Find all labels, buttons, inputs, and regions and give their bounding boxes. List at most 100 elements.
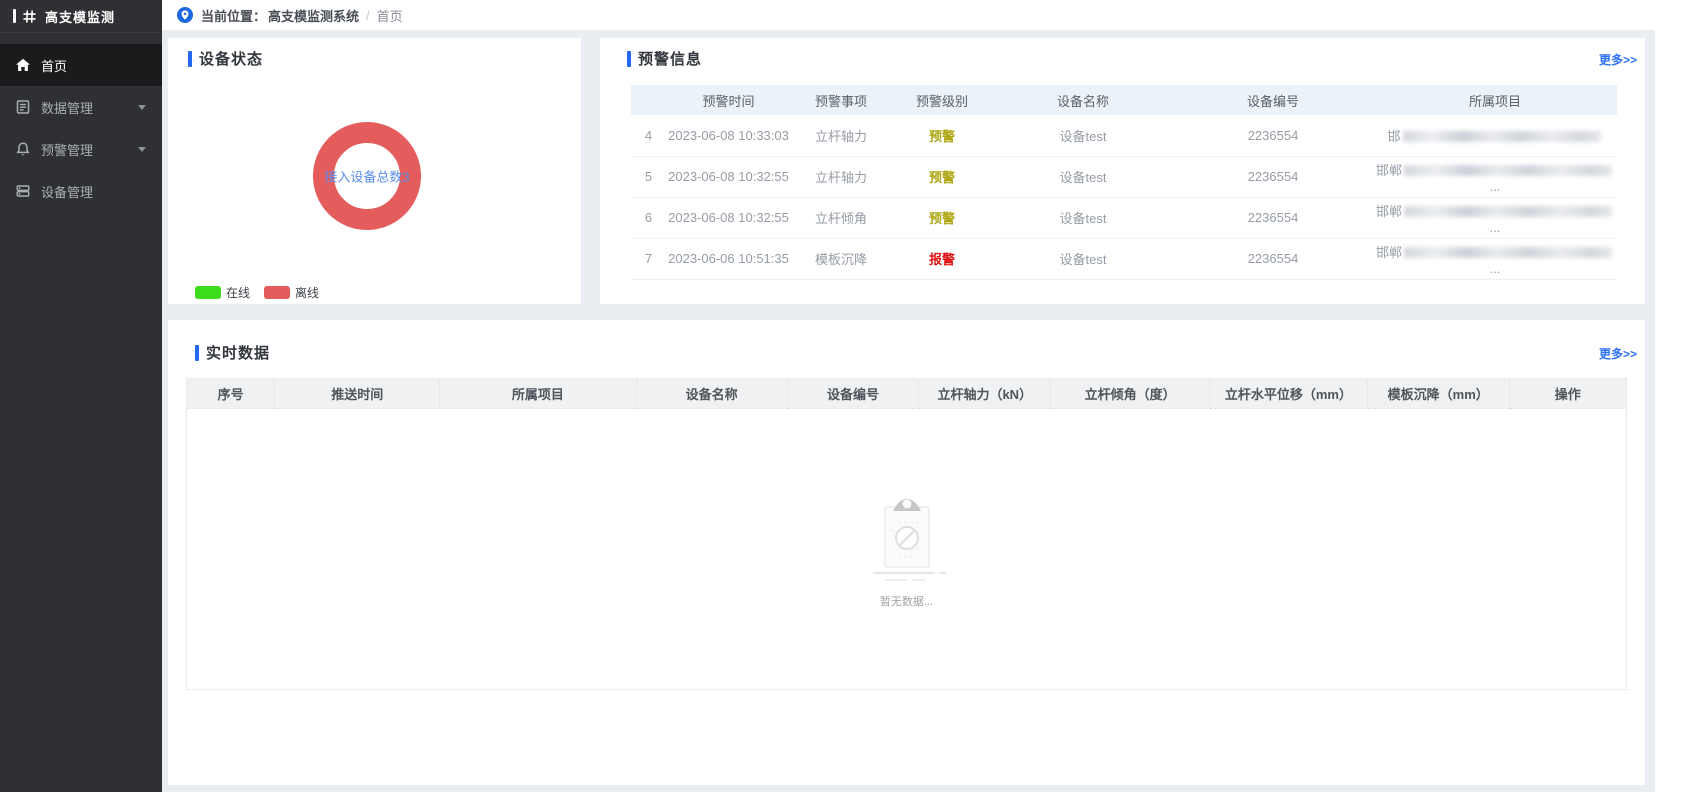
cell-warn-item: 立杆倾角: [791, 197, 891, 239]
cell-project: 邯: [1373, 115, 1617, 157]
breadcrumb-home-link[interactable]: 首页: [376, 8, 403, 24]
warning-more-link[interactable]: 更多>>: [1598, 53, 1637, 67]
app-logo: 高支模监测: [0, 0, 162, 33]
cell-project: 邯郸...: [1373, 156, 1617, 198]
project-prefix: 邯郸: [1375, 244, 1402, 260]
warning-level-badge: 预警: [891, 156, 993, 198]
sidebar-item-home[interactable]: 首页: [0, 44, 162, 86]
project-prefix: 邯郸: [1375, 203, 1402, 219]
sidebar-item-label: 设备管理: [41, 184, 94, 200]
sidebar-item-data-management[interactable]: 数据管理: [0, 86, 162, 128]
empty-state: 暂无数据...: [187, 408, 1626, 689]
redacted-text: [1404, 164, 1612, 176]
sidebar-item-label: 数据管理: [41, 100, 94, 116]
sidebar-item-device-management[interactable]: 设备管理: [0, 170, 162, 212]
panel-title-text: 预警信息: [638, 51, 703, 68]
donut-center-label: 接入设备总数3: [324, 169, 410, 185]
logo-bar-icon: [13, 9, 16, 23]
main-area: 当前位置： 高支模监测系统 / 首页 设备状态 接入设备总数3 在线 离线: [162, 0, 1655, 792]
sidebar-item-warning-management[interactable]: 预警管理: [0, 128, 162, 170]
home-icon: [16, 58, 30, 71]
warning-level-badge: 报警: [891, 238, 993, 280]
cell-device-code: 2236554: [1173, 238, 1373, 280]
legend-item-offline[interactable]: 离线: [264, 284, 319, 301]
offline-swatch-icon: [264, 286, 291, 299]
cell-warn-time: 2023-06-08 10:32:55: [666, 156, 791, 198]
cell-warn-time: 2023-06-08 10:33:03: [666, 115, 791, 157]
col-header-device-name: 设备名称: [993, 85, 1173, 115]
legend-item-online[interactable]: 在线: [195, 284, 250, 301]
cell-warn-item: 模板沉降: [791, 238, 891, 280]
breadcrumb-separator: /: [366, 7, 370, 23]
project-prefix: 邯郸: [1375, 162, 1402, 178]
cell-device-name: 设备test: [993, 156, 1173, 198]
redacted-text: [1402, 130, 1601, 142]
cell-device-name: 设备test: [993, 238, 1173, 280]
legend-label: 在线: [226, 286, 251, 300]
sidebar: 高支模监测 首页 数据管理: [0, 0, 162, 792]
empty-data-icon: [872, 498, 946, 581]
cell-device-code: 2236554: [1173, 115, 1373, 157]
device-status-panel: 设备状态 接入设备总数3 在线 离线: [168, 38, 581, 304]
project-suffix: ...: [1489, 219, 1501, 235]
legend-label: 离线: [295, 286, 320, 300]
cell-device-code: 2236554: [1173, 197, 1373, 239]
chart-legend: 在线 离线: [195, 284, 319, 301]
realtime-data-panel: 实时数据 更多>> 序号 推送时间 所属项目 设备名称: [168, 320, 1645, 785]
cell-project: 邯郸...: [1373, 238, 1617, 280]
col-header-settlement: 模板沉降（mm）: [1366, 379, 1510, 409]
device-status-donut-chart[interactable]: 接入设备总数3: [313, 122, 421, 230]
project-suffix: ...: [1489, 260, 1501, 276]
warning-table-header-row: 预警时间 预警事项 预警级别 设备名称 设备编号 所属项目: [631, 85, 1617, 115]
project-suffix: ...: [1489, 178, 1501, 194]
col-header-tilt-angle: 立杆倾角（度）: [1050, 379, 1210, 409]
col-header-warn-level: 预警级别: [891, 85, 993, 115]
col-header-horizontal-displacement: 立杆水平位移（mm）: [1208, 379, 1368, 409]
warning-table-row: 6 2023-06-08 10:32:55 立杆倾角 预警 设备test 223…: [631, 197, 1617, 239]
warning-table-row: 7 2023-06-06 10:51:35 模板沉降 报警 设备test 223…: [631, 238, 1617, 280]
cell-device-name: 设备test: [993, 115, 1173, 157]
warning-level-badge: 预警: [891, 115, 993, 157]
warning-level-badge: 预警: [891, 197, 993, 239]
title-accent-bar: [188, 50, 192, 67]
warning-table-row: 4 2023-06-08 10:33:03 立杆轴力 预警 设备test 223…: [631, 115, 1617, 157]
col-header-push-time: 推送时间: [274, 379, 440, 409]
sidebar-item-label: 预警管理: [41, 142, 94, 158]
panel-title: 设备状态: [188, 48, 263, 69]
cell-warn-time: 2023-06-06 10:51:35: [666, 238, 791, 280]
col-header-device-name: 设备名称: [635, 379, 788, 409]
realtime-more-link[interactable]: 更多>>: [1598, 347, 1637, 361]
warning-table: 预警时间 预警事项 预警级别 设备名称 设备编号 所属项目 4 2023-06-…: [631, 85, 1617, 280]
chevron-down-icon: [138, 104, 146, 110]
page-right-gutter: [1655, 0, 1689, 792]
online-swatch-icon: [195, 286, 221, 299]
realtime-table-region: 序号 推送时间 所属项目 设备名称 设备编号 立杆轴力（kN） 立杆倾角（度） …: [186, 378, 1627, 690]
cell-warn-item: 立杆轴力: [791, 156, 891, 198]
col-header-device-code: 设备编号: [786, 379, 919, 409]
cell-device-code: 2236554: [1173, 156, 1373, 198]
col-header-actions: 操作: [1508, 379, 1626, 409]
app-title: 高支模监测: [45, 9, 116, 25]
breadcrumb-label: 当前位置：: [201, 8, 267, 24]
panel-title: 预警信息: [627, 48, 702, 69]
sidebar-item-label: 首页: [41, 58, 68, 74]
redacted-text: [1404, 246, 1612, 258]
col-header-project: 所属项目: [1373, 85, 1617, 115]
realtime-table-header-row: 序号 推送时间 所属项目 设备名称 设备编号 立杆轴力（kN） 立杆倾角（度） …: [187, 379, 1626, 409]
chevron-down-icon: [138, 146, 146, 152]
realtime-table: 序号 推送时间 所属项目 设备名称 设备编号 立杆轴力（kN） 立杆倾角（度） …: [187, 379, 1626, 409]
logo-hash-icon: [23, 9, 36, 23]
alarm-icon: [16, 142, 30, 156]
empty-state-text: 暂无数据...: [879, 595, 934, 608]
cell-index: 5: [631, 156, 666, 198]
redacted-text: [1404, 205, 1612, 217]
project-prefix: 邯: [1387, 128, 1401, 144]
cell-device-name: 设备test: [993, 197, 1173, 239]
breadcrumb: 当前位置： 高支模监测系统 / 首页: [162, 0, 1655, 30]
col-header-device-code: 设备编号: [1173, 85, 1373, 115]
cell-index: 6: [631, 197, 666, 239]
title-accent-bar: [627, 50, 631, 67]
cell-warn-item: 立杆轴力: [791, 115, 891, 157]
cell-warn-time: 2023-06-08 10:32:55: [666, 197, 791, 239]
location-icon: [177, 7, 193, 23]
